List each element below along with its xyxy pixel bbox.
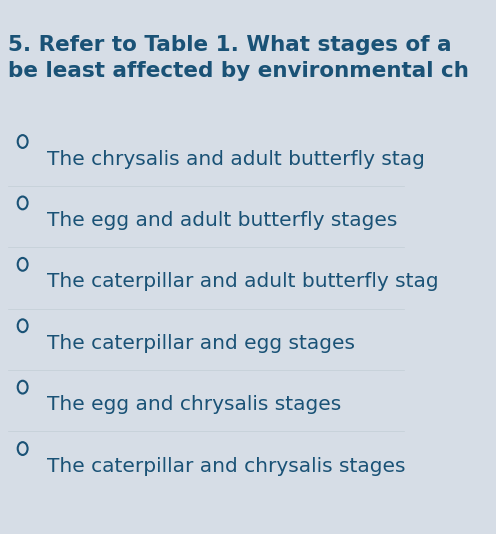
Text: 5. Refer to Table 1. What stages of a: 5. Refer to Table 1. What stages of a xyxy=(8,35,452,54)
Circle shape xyxy=(18,319,28,332)
Circle shape xyxy=(18,381,28,394)
Circle shape xyxy=(18,135,28,148)
Text: The caterpillar and chrysalis stages: The caterpillar and chrysalis stages xyxy=(47,457,406,476)
Text: The egg and chrysalis stages: The egg and chrysalis stages xyxy=(47,395,342,414)
Text: be least affected by environmental ch: be least affected by environmental ch xyxy=(8,61,469,81)
Circle shape xyxy=(18,442,28,455)
Text: The caterpillar and adult butterfly stag: The caterpillar and adult butterfly stag xyxy=(47,272,439,292)
Circle shape xyxy=(18,197,28,209)
Text: The egg and adult butterfly stages: The egg and adult butterfly stages xyxy=(47,211,398,230)
Text: The caterpillar and egg stages: The caterpillar and egg stages xyxy=(47,334,355,353)
Circle shape xyxy=(18,258,28,271)
Text: The chrysalis and adult butterfly stag: The chrysalis and adult butterfly stag xyxy=(47,150,425,169)
